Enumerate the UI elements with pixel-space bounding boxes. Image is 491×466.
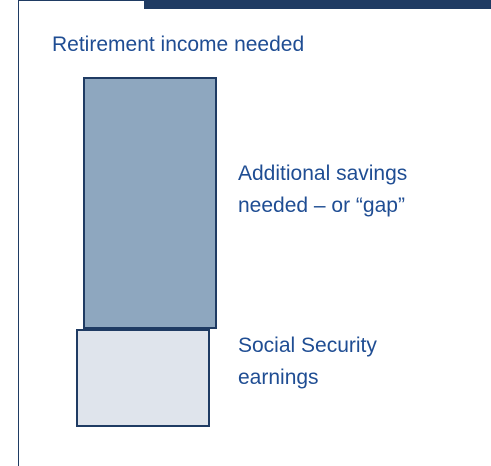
left-frame-rule (18, 0, 19, 466)
social-security-label-line-2: earnings (238, 366, 319, 389)
gap-label: Additional savings needed – or “gap” (238, 158, 407, 222)
diagram-heading: Retirement income needed (52, 29, 304, 61)
gap-block (83, 77, 217, 329)
social-security-label: Social Security earnings (238, 330, 377, 394)
top-accent-bar (144, 0, 491, 9)
gap-label-line-1: Additional savings (238, 162, 407, 185)
gap-label-line-2: needed – or “gap” (238, 194, 405, 217)
social-security-label-line-1: Social Security (238, 334, 377, 357)
top-frame-rule (18, 0, 144, 1)
social-security-block (76, 329, 210, 427)
